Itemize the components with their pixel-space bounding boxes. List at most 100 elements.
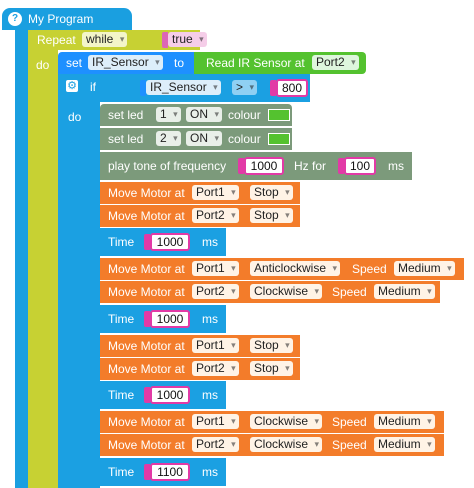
time-label: Time bbox=[108, 465, 135, 479]
repeat-mode-dropdown[interactable]: while bbox=[82, 32, 128, 47]
time-block[interactable]: Time 1000 ms bbox=[100, 305, 226, 333]
repeat-label: Repeat bbox=[37, 33, 76, 47]
led-state-dropdown[interactable]: ON bbox=[186, 131, 222, 146]
set-variable-block[interactable]: set IR_Sensor to bbox=[58, 52, 198, 74]
motor-action-dropdown[interactable]: Stop bbox=[250, 208, 293, 223]
tone-freq-tab bbox=[238, 158, 244, 174]
motor-label: Move Motor at bbox=[108, 362, 185, 376]
repeat-do-label: do bbox=[36, 58, 50, 72]
led-label: set led bbox=[108, 108, 144, 122]
read-ir-label: Read IR Sensor at bbox=[206, 56, 305, 70]
tone-frequency-input[interactable]: 1000 bbox=[244, 157, 284, 175]
program-rail bbox=[15, 30, 28, 488]
move-motor-block[interactable]: Move Motor at Port1 Stop bbox=[100, 182, 300, 204]
time-ms-label: ms bbox=[202, 388, 218, 402]
motor-label: Move Motor at bbox=[108, 285, 185, 299]
motor-port-dropdown[interactable]: Port1 bbox=[192, 414, 239, 429]
motor-label: Move Motor at bbox=[108, 438, 185, 452]
if-rail: do bbox=[58, 102, 100, 488]
move-motor-speed-block[interactable]: Move Motor at Port1 Clockwise Speed Medi… bbox=[100, 411, 444, 433]
led-state-dropdown[interactable]: ON bbox=[186, 107, 222, 122]
speed-label: Speed bbox=[332, 285, 367, 299]
motor-port-dropdown[interactable]: Port2 bbox=[192, 361, 239, 376]
if-do-label: do bbox=[68, 110, 82, 124]
if-value-input[interactable]: 800 bbox=[276, 79, 308, 97]
time-ms-label: ms bbox=[202, 312, 218, 326]
time-label: Time bbox=[108, 312, 135, 326]
time-input[interactable]: 1000 bbox=[150, 386, 190, 404]
move-motor-speed-block[interactable]: Move Motor at Port2 Clockwise Speed Medi… bbox=[100, 434, 444, 456]
motor-port-dropdown[interactable]: Port2 bbox=[192, 284, 239, 299]
motor-speed-dropdown[interactable]: Medium bbox=[374, 414, 435, 429]
motor-speed-dropdown[interactable]: Medium bbox=[394, 261, 455, 276]
program-title: My Program bbox=[28, 12, 94, 26]
time-ms-label: ms bbox=[202, 235, 218, 249]
time-tab bbox=[144, 464, 150, 480]
move-motor-speed-block[interactable]: Move Motor at Port2 Clockwise Speed Medi… bbox=[100, 281, 440, 303]
set-label: set bbox=[66, 56, 83, 70]
motor-port-dropdown[interactable]: Port1 bbox=[192, 185, 239, 200]
time-block[interactable]: Time 1000 ms bbox=[100, 381, 226, 409]
move-motor-block[interactable]: Move Motor at Port1 Stop bbox=[100, 335, 300, 357]
gear-icon[interactable]: ⚙ bbox=[66, 80, 78, 92]
led-colour-label: colour bbox=[228, 108, 261, 122]
if-variable-dropdown[interactable]: IR_Sensor bbox=[146, 80, 221, 95]
led-block-2[interactable]: set led 2 ON colour bbox=[100, 128, 292, 150]
led-index-dropdown[interactable]: 2 bbox=[156, 131, 181, 146]
time-block[interactable]: Time 1000 ms bbox=[100, 228, 226, 256]
motor-port-dropdown[interactable]: Port2 bbox=[192, 437, 239, 452]
motor-label: Move Motor at bbox=[108, 186, 185, 200]
time-input[interactable]: 1000 bbox=[150, 233, 190, 251]
led-colour-swatch[interactable] bbox=[268, 109, 290, 121]
time-input[interactable]: 1100 bbox=[150, 463, 190, 481]
motor-action-dropdown[interactable]: Anticlockwise bbox=[250, 261, 341, 276]
read-ir-sensor-block[interactable]: Read IR Sensor at Port2 bbox=[194, 52, 366, 74]
led-colour-swatch[interactable] bbox=[268, 133, 290, 145]
tone-duration-tab bbox=[338, 158, 344, 174]
tone-duration-input[interactable]: 100 bbox=[344, 157, 376, 175]
speed-label: Speed bbox=[352, 262, 387, 276]
move-motor-block[interactable]: Move Motor at Port2 Stop bbox=[100, 358, 300, 380]
motor-speed-dropdown[interactable]: Medium bbox=[374, 437, 435, 452]
speed-label: Speed bbox=[332, 438, 367, 452]
motor-label: Move Motor at bbox=[108, 339, 185, 353]
set-variable-dropdown[interactable]: IR_Sensor bbox=[88, 55, 163, 70]
repeat-rail: do bbox=[28, 50, 58, 488]
motor-speed-dropdown[interactable]: Medium bbox=[374, 284, 435, 299]
move-motor-block[interactable]: Move Motor at Port2 Stop bbox=[100, 205, 300, 227]
if-label: if bbox=[90, 80, 96, 94]
led-block-1[interactable]: set led 1 ON colour bbox=[100, 104, 292, 126]
repeat-block[interactable]: Repeat while true bbox=[28, 30, 207, 50]
if-compare-tab bbox=[140, 80, 146, 96]
motor-port-dropdown[interactable]: Port1 bbox=[192, 261, 239, 276]
time-block[interactable]: Time 1100 ms bbox=[100, 458, 226, 486]
motor-label: Move Motor at bbox=[108, 415, 185, 429]
if-block[interactable]: ⚙ if IR_Sensor > 800 bbox=[58, 74, 310, 102]
led-colour-label: colour bbox=[228, 132, 261, 146]
motor-action-dropdown[interactable]: Clockwise bbox=[250, 284, 323, 299]
time-tab bbox=[144, 311, 150, 327]
program-block[interactable]: ? My Program bbox=[2, 8, 132, 30]
motor-port-dropdown[interactable]: Port1 bbox=[192, 338, 239, 353]
motor-action-dropdown[interactable]: Clockwise bbox=[250, 437, 323, 452]
tone-label: play tone of frequency bbox=[108, 159, 227, 173]
condition-dropdown[interactable]: true bbox=[168, 32, 207, 47]
tone-ms-label: ms bbox=[388, 159, 404, 173]
help-icon[interactable]: ? bbox=[8, 12, 22, 26]
speed-label: Speed bbox=[332, 415, 367, 429]
motor-action-dropdown[interactable]: Clockwise bbox=[250, 414, 323, 429]
motor-action-dropdown[interactable]: Stop bbox=[250, 361, 293, 376]
tone-hz-label: Hz for bbox=[294, 159, 327, 173]
play-tone-block[interactable]: play tone of frequency 1000 Hz for 100 m… bbox=[100, 152, 412, 180]
led-index-dropdown[interactable]: 1 bbox=[156, 107, 181, 122]
motor-action-dropdown[interactable]: Stop bbox=[250, 338, 293, 353]
read-port-dropdown[interactable]: Port2 bbox=[312, 55, 359, 70]
motor-action-dropdown[interactable]: Stop bbox=[250, 185, 293, 200]
motor-port-dropdown[interactable]: Port2 bbox=[192, 208, 239, 223]
move-motor-speed-block[interactable]: Move Motor at Port1 Anticlockwise Speed … bbox=[100, 258, 464, 280]
if-operator-dropdown[interactable]: > bbox=[232, 80, 258, 95]
time-tab bbox=[144, 234, 150, 250]
time-label: Time bbox=[108, 235, 135, 249]
time-input[interactable]: 1000 bbox=[150, 310, 190, 328]
led-label: set led bbox=[108, 132, 144, 146]
